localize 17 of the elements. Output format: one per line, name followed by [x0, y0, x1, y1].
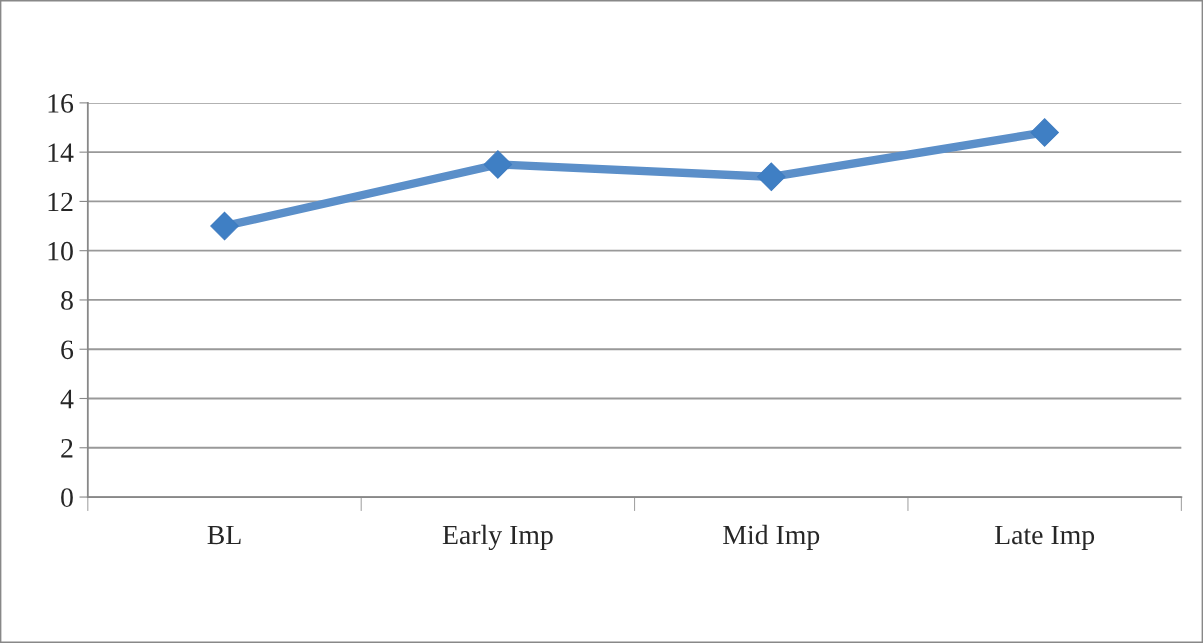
- y-tick-label: 4: [60, 389, 74, 409]
- y-tick-label: 12: [48, 192, 73, 212]
- point: [483, 150, 513, 179]
- y-tick-label: 2: [61, 439, 73, 458]
- point: [757, 162, 786, 192]
- x-tick-label: Early Imp: [442, 524, 553, 551]
- y-tick-label: 8: [61, 291, 73, 310]
- x-tick-label: BL: [207, 525, 241, 545]
- y-tick-label: 6: [61, 340, 74, 360]
- y-tick-label: 10: [48, 241, 73, 261]
- y-tick-label: 14: [48, 143, 74, 162]
- x-tick-label: Late Imp: [994, 525, 1095, 551]
- point: [1030, 118, 1059, 147]
- x-tick-label: Mid Imp: [723, 524, 820, 551]
- y-tick-label: 16: [48, 94, 74, 113]
- point: [210, 211, 239, 241]
- y-tick-label: 0: [61, 488, 73, 507]
